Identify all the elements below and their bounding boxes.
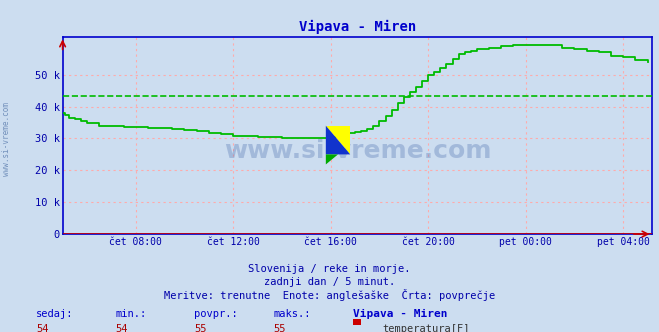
Text: 54: 54 (36, 324, 49, 332)
Text: sedaj:: sedaj: (36, 309, 74, 319)
Polygon shape (326, 126, 350, 154)
Text: 55: 55 (194, 324, 207, 332)
Polygon shape (326, 154, 338, 164)
Text: temperatura[F]: temperatura[F] (382, 324, 470, 332)
Text: Slovenija / reke in morje.: Slovenija / reke in morje. (248, 264, 411, 274)
Text: www.si-vreme.com: www.si-vreme.com (224, 139, 491, 163)
Text: povpr.:: povpr.: (194, 309, 238, 319)
Text: Meritve: trenutne  Enote: anglešaške  Črta: povprečje: Meritve: trenutne Enote: anglešaške Črta… (164, 289, 495, 301)
Text: 55: 55 (273, 324, 286, 332)
Text: Vipava - Miren: Vipava - Miren (353, 309, 447, 319)
Title: Vipava - Miren: Vipava - Miren (299, 20, 416, 34)
Text: zadnji dan / 5 minut.: zadnji dan / 5 minut. (264, 277, 395, 287)
Text: maks.:: maks.: (273, 309, 311, 319)
Text: 54: 54 (115, 324, 128, 332)
Text: min.:: min.: (115, 309, 146, 319)
Text: www.si-vreme.com: www.si-vreme.com (2, 103, 11, 176)
Polygon shape (326, 126, 350, 154)
